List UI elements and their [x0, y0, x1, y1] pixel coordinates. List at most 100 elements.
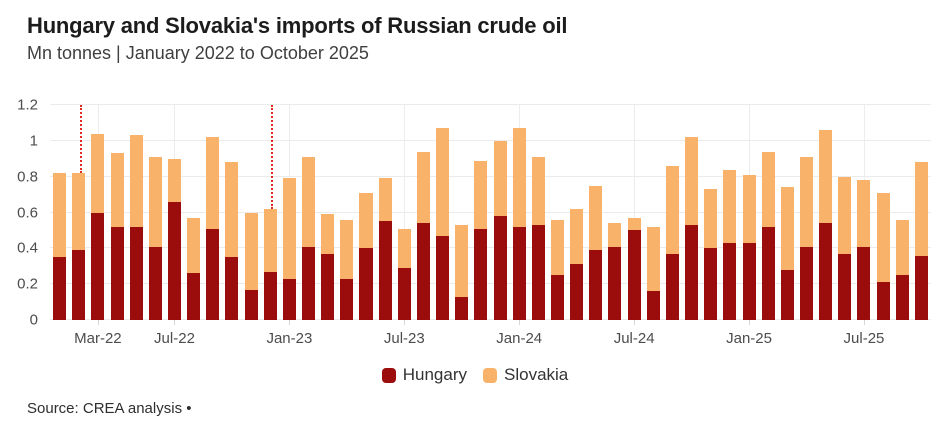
- bar-jan-25[interactable]: [742, 105, 756, 320]
- bar-jun-23[interactable]: [378, 105, 392, 320]
- bar-mar-25[interactable]: [780, 105, 794, 320]
- bar-segment-slovakia[interactable]: [685, 137, 699, 226]
- bar-segment-slovakia[interactable]: [282, 178, 296, 279]
- bar-segment-hungary[interactable]: [646, 291, 660, 320]
- bar-segment-slovakia[interactable]: [416, 151, 430, 224]
- bar-apr-22[interactable]: [110, 105, 124, 320]
- bar-jul-22[interactable]: [167, 105, 181, 320]
- bar-segment-slovakia[interactable]: [206, 137, 220, 229]
- bar-may-25[interactable]: [819, 105, 833, 320]
- bar-segment-hungary[interactable]: [799, 246, 813, 320]
- bar-aug-25[interactable]: [876, 105, 890, 320]
- bar-segment-slovakia[interactable]: [799, 156, 813, 247]
- bar-oct-24[interactable]: [685, 105, 699, 320]
- bar-segment-slovakia[interactable]: [551, 219, 565, 276]
- bar-segment-hungary[interactable]: [455, 296, 469, 320]
- bar-segment-hungary[interactable]: [895, 275, 909, 320]
- bar-segment-hungary[interactable]: [914, 255, 928, 320]
- bar-segment-slovakia[interactable]: [838, 176, 852, 254]
- bar-mar-22[interactable]: [91, 105, 105, 320]
- bar-segment-hungary[interactable]: [589, 250, 603, 320]
- bar-segment-slovakia[interactable]: [895, 219, 909, 276]
- bar-segment-slovakia[interactable]: [780, 187, 794, 270]
- bar-segment-hungary[interactable]: [282, 278, 296, 320]
- bar-segment-hungary[interactable]: [167, 201, 181, 320]
- bar-segment-slovakia[interactable]: [819, 130, 833, 224]
- bar-jun-24[interactable]: [608, 105, 622, 320]
- bar-segment-hungary[interactable]: [436, 235, 450, 320]
- bar-segment-hungary[interactable]: [397, 268, 411, 320]
- bar-nov-24[interactable]: [704, 105, 718, 320]
- bar-dec-24[interactable]: [723, 105, 737, 320]
- bar-segment-slovakia[interactable]: [91, 133, 105, 213]
- bar-segment-slovakia[interactable]: [857, 180, 871, 247]
- bar-segment-hungary[interactable]: [627, 230, 641, 320]
- bar-segment-hungary[interactable]: [742, 242, 756, 320]
- bar-segment-slovakia[interactable]: [378, 178, 392, 222]
- bar-may-23[interactable]: [359, 105, 373, 320]
- bar-jan-24[interactable]: [512, 105, 526, 320]
- bar-segment-slovakia[interactable]: [742, 174, 756, 243]
- bar-segment-slovakia[interactable]: [723, 169, 737, 243]
- bar-segment-slovakia[interactable]: [914, 162, 928, 256]
- bar-segment-slovakia[interactable]: [512, 128, 526, 227]
- bar-segment-slovakia[interactable]: [340, 219, 354, 279]
- bar-segment-hungary[interactable]: [761, 226, 775, 320]
- bar-dec-23[interactable]: [493, 105, 507, 320]
- bar-segment-slovakia[interactable]: [627, 217, 641, 231]
- bar-may-24[interactable]: [589, 105, 603, 320]
- bar-aug-24[interactable]: [646, 105, 660, 320]
- bar-segment-hungary[interactable]: [225, 257, 239, 320]
- bar-feb-23[interactable]: [302, 105, 316, 320]
- bar-segment-slovakia[interactable]: [876, 192, 890, 283]
- bar-feb-25[interactable]: [761, 105, 775, 320]
- bar-segment-slovakia[interactable]: [704, 189, 718, 249]
- bar-jul-25[interactable]: [857, 105, 871, 320]
- bar-segment-hungary[interactable]: [551, 275, 565, 320]
- bar-segment-hungary[interactable]: [244, 289, 258, 320]
- bar-segment-hungary[interactable]: [512, 226, 526, 320]
- bar-segment-hungary[interactable]: [321, 253, 335, 320]
- bar-segment-hungary[interactable]: [340, 278, 354, 320]
- bar-segment-slovakia[interactable]: [493, 140, 507, 217]
- bar-segment-hungary[interactable]: [72, 250, 86, 320]
- bar-segment-hungary[interactable]: [608, 246, 622, 320]
- bar-segment-hungary[interactable]: [493, 216, 507, 320]
- bar-segment-slovakia[interactable]: [129, 135, 143, 227]
- bar-segment-hungary[interactable]: [876, 282, 890, 320]
- bar-segment-hungary[interactable]: [838, 253, 852, 320]
- bar-segment-hungary[interactable]: [53, 257, 67, 320]
- bar-dec-22[interactable]: [263, 105, 277, 320]
- legend-item-hungary[interactable]: Hungary: [381, 365, 467, 385]
- bar-segment-hungary[interactable]: [665, 253, 679, 320]
- bar-segment-hungary[interactable]: [302, 246, 316, 320]
- bar-sep-25[interactable]: [895, 105, 909, 320]
- bar-segment-slovakia[interactable]: [646, 226, 660, 292]
- bar-segment-hungary[interactable]: [780, 269, 794, 320]
- bar-segment-slovakia[interactable]: [53, 173, 67, 258]
- bar-jan-22[interactable]: [53, 105, 67, 320]
- bar-mar-23[interactable]: [321, 105, 335, 320]
- bar-may-22[interactable]: [129, 105, 143, 320]
- bar-segment-slovakia[interactable]: [167, 158, 181, 202]
- bar-segment-slovakia[interactable]: [455, 225, 469, 297]
- bar-segment-slovakia[interactable]: [397, 228, 411, 269]
- bar-jul-24[interactable]: [627, 105, 641, 320]
- bar-segment-hungary[interactable]: [148, 246, 162, 320]
- bar-segment-hungary[interactable]: [704, 248, 718, 320]
- bar-jul-23[interactable]: [397, 105, 411, 320]
- bar-segment-hungary[interactable]: [416, 223, 430, 320]
- bar-segment-hungary[interactable]: [206, 228, 220, 320]
- bar-segment-hungary[interactable]: [359, 248, 373, 320]
- bar-segment-hungary[interactable]: [474, 228, 488, 320]
- bar-segment-hungary[interactable]: [91, 212, 105, 320]
- bar-segment-slovakia[interactable]: [436, 128, 450, 236]
- bar-segment-slovakia[interactable]: [244, 212, 258, 290]
- bar-jun-25[interactable]: [838, 105, 852, 320]
- bar-nov-22[interactable]: [244, 105, 258, 320]
- bar-segment-hungary[interactable]: [129, 226, 143, 320]
- bar-segment-hungary[interactable]: [819, 223, 833, 320]
- bar-segment-slovakia[interactable]: [110, 153, 124, 227]
- bar-apr-24[interactable]: [570, 105, 584, 320]
- bar-aug-22[interactable]: [187, 105, 201, 320]
